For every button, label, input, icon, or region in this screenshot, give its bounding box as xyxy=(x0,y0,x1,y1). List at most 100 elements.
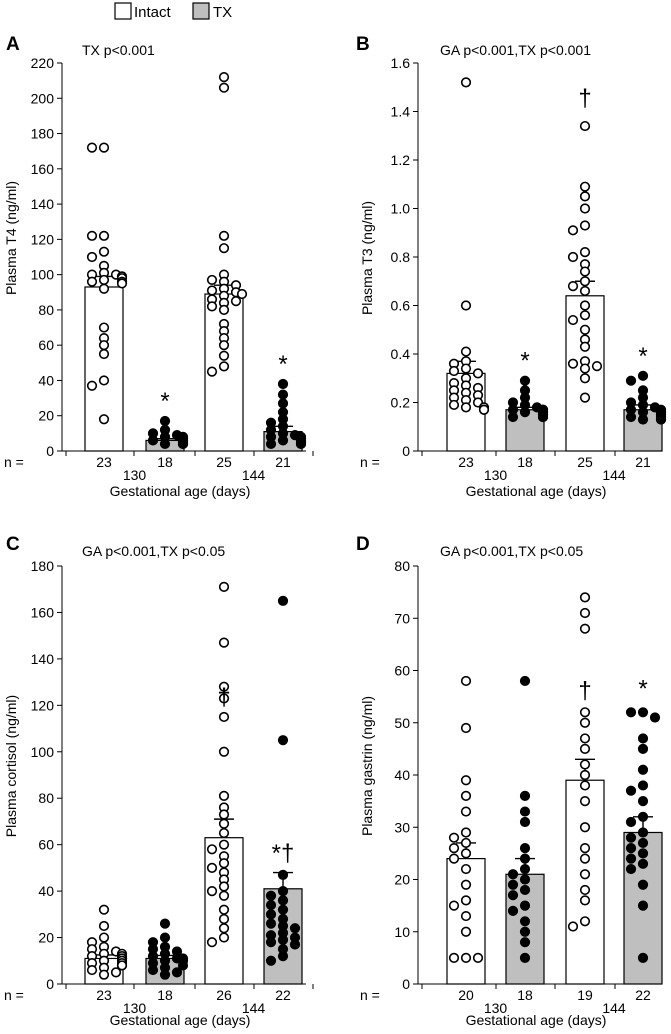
panel-b-plot: 0 0.2 0.4 0.6 0.8 1.0 1.2 1.4 1.6 n = 23 * 18 † 25 * 21 1… xyxy=(360,55,667,483)
panel-d-tx-144-point xyxy=(637,811,649,822)
panel-d-tx-144-point xyxy=(637,707,649,718)
panel-a-intact-130-bar xyxy=(84,286,124,452)
panel-d-ylabel: Plasma gastrin (ng/ml) xyxy=(359,696,375,836)
panel-c-tx-130-point xyxy=(159,969,171,980)
panel-d-tx-144-sig-marker: * xyxy=(638,675,647,702)
panel-d-intact-130-point xyxy=(448,900,460,911)
panel-c-intact-144-point xyxy=(218,681,230,692)
panel-d-tx-144-point xyxy=(637,858,649,869)
panel-d-tx-130-point xyxy=(507,890,519,901)
panel-c-plot: 0 20 40 60 80 100 120 140 160 180 n = 23 18 † 26 *† 22 13… xyxy=(4,558,314,1016)
panel-b-intact-144-point xyxy=(579,324,591,335)
panel-a-ytick-label: 180 xyxy=(31,126,55,142)
legend-intact-label: Intact xyxy=(134,4,172,21)
panel-d-ytick-label: 80 xyxy=(394,558,410,574)
panel-b-tx-130-point xyxy=(519,407,531,418)
panel-d-intact-144-point xyxy=(579,822,591,833)
panel-d-tx-130-point xyxy=(519,884,531,896)
panel-d-ytick-label: 40 xyxy=(394,767,410,783)
panel-d-tx-144-point xyxy=(637,879,649,890)
panel-b-intact-130-point xyxy=(460,402,472,413)
panel-d-intact-144-sig-marker: † xyxy=(578,677,591,704)
panel-b-intact-144-n-label: 25 xyxy=(577,454,593,470)
panel-a-ytick-label: 80 xyxy=(38,302,54,318)
panel-letter-c: C xyxy=(6,534,20,555)
panel-a-intact-144-point xyxy=(218,72,230,83)
panel-d-ytick-label: 30 xyxy=(394,819,410,835)
panel-a-intact-144-point xyxy=(218,350,230,361)
panel-c-ytick-label: 60 xyxy=(38,837,54,853)
panel-d-intact-144-point xyxy=(579,623,591,634)
panel-c-intact-130-point xyxy=(98,904,110,915)
panel-b-tx-130-n-label: 18 xyxy=(517,454,533,470)
panel-a-intact-144-point xyxy=(230,295,242,307)
panel-d-intact-144-point xyxy=(579,780,591,791)
panel-letter-b: B xyxy=(356,34,370,55)
panel-d-tx-144-point xyxy=(625,863,637,875)
panel-a-intact-130-point xyxy=(86,380,98,391)
panel-d-intact-144-point xyxy=(579,869,591,880)
panel-d-tx-144-point xyxy=(637,764,649,775)
panel-c-intact-144-point xyxy=(218,809,230,820)
legend-intact-swatch xyxy=(114,2,132,20)
panel-d-intact-130-point xyxy=(460,806,472,817)
panel-d-xlabel: Gestational age (days) xyxy=(466,1012,607,1028)
panel-c-tx-130-point xyxy=(177,960,189,971)
panel-c-ytick-label: 120 xyxy=(31,697,55,713)
panel-b-intact-130-point xyxy=(472,368,484,379)
panel-d-ytick-label: 20 xyxy=(394,872,410,888)
panel-c-intact-144-sig-marker: † xyxy=(217,684,230,711)
panel-c-ytick-label: 180 xyxy=(31,558,55,574)
panel-b-intact-144-point xyxy=(579,300,591,311)
panel-c-tx-130-point xyxy=(147,964,159,976)
panel-a-intact-144-point xyxy=(218,340,230,351)
panel-c-age-label: 144 xyxy=(242,1000,266,1016)
panel-d-intact-144-point xyxy=(567,921,579,932)
panel-c-intact-144-point xyxy=(218,904,230,915)
panel-d-intact-130-point xyxy=(460,837,472,849)
panel-c-intact-144-point xyxy=(218,637,230,648)
panel-b-intact-144-point xyxy=(567,358,579,369)
panel-b-intact-144-point xyxy=(579,181,591,192)
panel-c-tx-144-n-label: 22 xyxy=(275,987,291,1003)
panel-d-intact-144-point xyxy=(579,733,591,744)
panel-d-tx-130-point xyxy=(519,843,531,854)
panel-a-xlabel: Gestational age (days) xyxy=(110,483,251,499)
panel-b-tx-130-sig-marker: * xyxy=(520,348,529,375)
panel-b-ytick-label: 0.4 xyxy=(391,346,411,362)
panel-b-intact-144-point xyxy=(567,281,579,292)
panel-a-intact-144-point xyxy=(206,274,218,286)
panel-b-ytick-label: 1.4 xyxy=(391,104,411,120)
panel-d: D GA p<0.001,TX p<0.05 Plasma gastrin (n… xyxy=(356,534,663,1028)
panel-c-tx-144-point xyxy=(277,595,289,606)
panel-a-intact-144-point xyxy=(218,230,230,241)
panel-b-intact-144-point xyxy=(579,392,591,403)
panel-d-tx-130-point xyxy=(507,869,519,880)
panel-c-tx-144-sig-marker: *† xyxy=(272,840,295,867)
panel-d-intact-130-point xyxy=(460,827,472,838)
panel-c-intact-144-point xyxy=(218,923,230,934)
panel-a-age-label: 130 xyxy=(123,467,147,483)
panel-d-tx-144-point xyxy=(637,780,649,791)
panel-a-ytick-label: 20 xyxy=(38,408,54,424)
panel-a-intact-130-point xyxy=(98,142,110,153)
panel-d-tx-144-point xyxy=(637,837,649,849)
panel-d-tx-144-point xyxy=(625,707,637,718)
panel-d-tx-130-point xyxy=(507,905,519,916)
panel-a-tx-144-point xyxy=(277,398,289,409)
panel-d-intact-130-bar xyxy=(446,857,486,985)
panel-c-intact-144-point xyxy=(218,858,230,869)
panel-c-ytick-label: 160 xyxy=(31,604,55,620)
panel-c-ytick-label: 80 xyxy=(38,790,54,806)
panel-b-intact-144-point xyxy=(579,120,591,132)
panel-d-ytick-label: 50 xyxy=(394,715,410,731)
panel-c-tx-144-point xyxy=(277,934,289,945)
panel-c-tx-144-point xyxy=(277,951,289,962)
panel-d-tx-130-point xyxy=(519,874,531,885)
panel-c-tx-144-point xyxy=(265,918,277,929)
panel-c-intact-144-point xyxy=(206,862,218,873)
panel-c-tx-144-point xyxy=(277,904,289,915)
panel-d-intact-144-n-label: 19 xyxy=(577,987,593,1003)
panel-b-tx-144-point xyxy=(625,411,637,423)
panel-d-intact-144-point xyxy=(579,853,591,864)
